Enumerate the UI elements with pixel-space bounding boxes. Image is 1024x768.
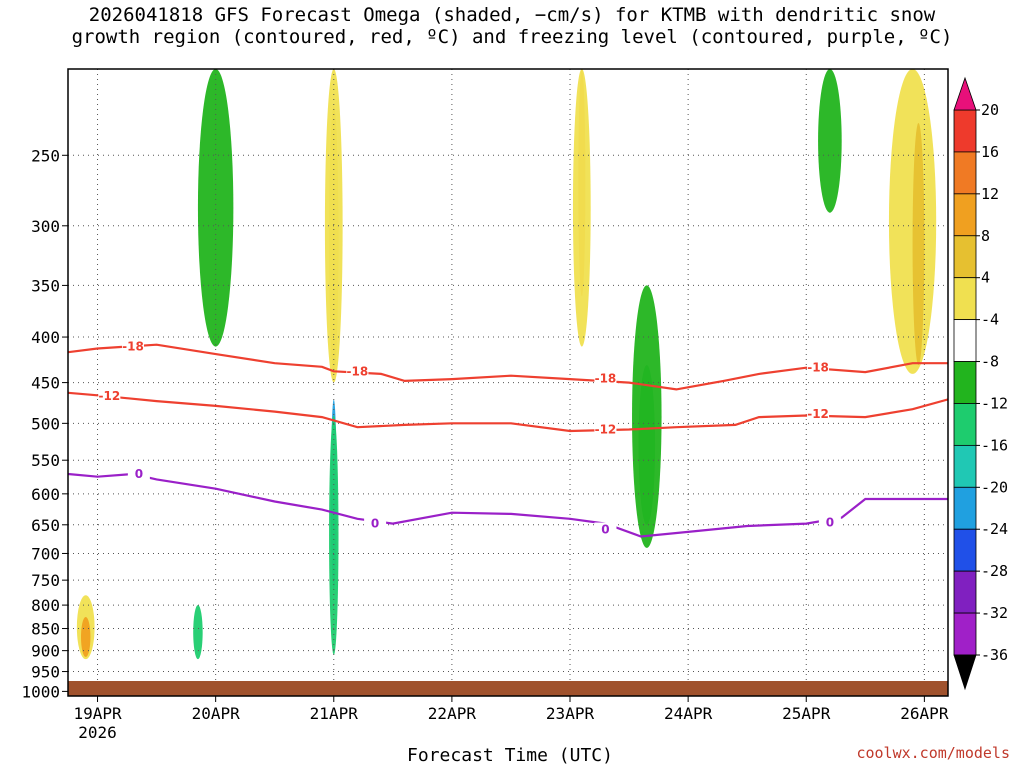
y-tick-label: 600 [31, 485, 60, 504]
y-tick-label: 900 [31, 642, 60, 661]
y-tick-label: 450 [31, 374, 60, 393]
contour--12 [68, 391, 948, 433]
contour-label: 0 [135, 467, 143, 481]
y-tick-label: 400 [31, 328, 60, 347]
contour-label-bg [818, 515, 841, 529]
x-tick-label: 25APR [782, 704, 831, 723]
y-axis: 250 300 350 400 450 500 550 600 650 700 750 800 850 9… [21, 146, 68, 701]
colorbar-bottom-arrow [953, 654, 977, 691]
colorbar-swatch [953, 612, 977, 656]
colorbar-swatch [953, 109, 977, 153]
x-tick-label: 21APR [310, 704, 359, 723]
colorbar-label: 4 [981, 269, 990, 287]
y-tick-label: 700 [31, 544, 60, 563]
x-tick-label: 20APR [192, 704, 241, 723]
colorbar-label: -28 [981, 562, 1008, 580]
colorbar-swatch [953, 528, 977, 572]
colorbar-swatch [953, 444, 977, 488]
contour-0 [68, 472, 948, 538]
omega-region [632, 285, 662, 548]
colorbar-swatch [953, 235, 977, 279]
y-tick-label: 950 [31, 663, 60, 682]
omega-region [888, 69, 937, 374]
contour-label-bg [807, 360, 830, 374]
colorbar-label: -4 [981, 311, 999, 329]
contour-label: 0 [601, 523, 609, 537]
colorbar-label: 16 [981, 143, 999, 161]
terrain-ground [68, 681, 948, 696]
omega-region [197, 69, 234, 347]
chart-title: 2026041818 GFS Forecast Omega (shaded, −… [0, 4, 1024, 48]
contour-label-bg [594, 422, 617, 436]
contour-label-bg [121, 339, 144, 353]
colorbar-label: -32 [981, 604, 1008, 622]
contour-label-bg [364, 516, 387, 530]
omega-region [329, 415, 339, 655]
x-tick-year: 2026 [78, 723, 117, 742]
colorbar-label: 20 [981, 101, 999, 119]
omega-region [818, 69, 842, 213]
colorbar-swatch [953, 193, 977, 237]
colorbar-swatch [953, 486, 977, 530]
contour-label-bg [98, 389, 121, 403]
y-tick-label: 800 [31, 596, 60, 615]
contour-label-bg [127, 467, 150, 481]
colorbar-swatch [953, 151, 977, 195]
contour-label: -12 [98, 389, 120, 403]
y-tick-label: 500 [31, 414, 60, 433]
contour-label-bg [807, 406, 830, 420]
colorbar-swatch [953, 570, 977, 614]
contour-label: -12 [807, 407, 829, 421]
colorbar-label: -8 [981, 353, 999, 371]
title-line-1: 2026041818 GFS Forecast Omega (shaded, −… [88, 4, 936, 26]
colorbar-label: -24 [981, 520, 1008, 538]
colorbar-swatch [953, 277, 977, 321]
contour-label-bg [594, 371, 617, 385]
omega-region [80, 616, 91, 658]
y-tick-label: 250 [31, 146, 60, 165]
contour-label-bg [594, 522, 617, 536]
colorbar-label: -36 [981, 646, 1008, 664]
contour-label: 0 [371, 517, 379, 531]
colorbar-label: -20 [981, 478, 1008, 496]
colorbar-label: -16 [981, 436, 1008, 454]
contour-label-bg [346, 364, 369, 378]
colorbar-label: -12 [981, 394, 1008, 412]
colorbar-label: 12 [981, 185, 999, 203]
x-tick-label: 24APR [664, 704, 713, 723]
y-tick-label: 550 [31, 451, 60, 470]
omega-region [912, 123, 925, 366]
x-tick-label: 19APR [73, 704, 122, 723]
colorbar-swatch [953, 319, 977, 362]
contour-label: -18 [595, 371, 617, 385]
y-tick-label: 750 [31, 571, 60, 590]
omega-region [193, 605, 203, 660]
colorbar-top-arrow [953, 76, 977, 111]
omega-region [572, 69, 591, 347]
x-tick-label: 22APR [428, 704, 477, 723]
x-tick-label: 23APR [546, 704, 595, 723]
contour-label: 0 [826, 515, 834, 529]
colorbar-swatch [953, 403, 977, 446]
contour-label: -18 [807, 361, 829, 375]
colorbar: 20 16 12 8 4 -4 -8 -12 -16 -20 -24 -28 -32 -36 [953, 76, 1008, 691]
x-tick-label: 26APR [900, 704, 949, 723]
x-axis-title: Forecast Time (UTC) [407, 745, 613, 766]
x-axis: 19APR 20APR 21APR 22APR 23APR 24APR 25APR 26APR… [73, 696, 949, 742]
contour-label: -12 [595, 422, 617, 436]
y-tick-label: 300 [31, 217, 60, 236]
y-tick-label: 650 [31, 516, 60, 535]
contour-lines: -18 -18 -18 -18 -12 -12 -12 0 0 0 0 [68, 339, 948, 538]
source-credit: coolwx.com/models [856, 744, 1010, 762]
contour--18 [68, 343, 948, 391]
title-line-2: growth region (contoured, red, ºC) and f… [71, 26, 953, 48]
contour-label: -18 [347, 364, 369, 378]
colorbar-swatch [953, 361, 977, 404]
colorbar-label: 8 [981, 227, 990, 245]
y-tick-label: 850 [31, 620, 60, 639]
y-tick-label: 350 [31, 276, 60, 295]
contour-label: -18 [122, 340, 144, 354]
y-tick-label: 1000 [21, 682, 60, 701]
